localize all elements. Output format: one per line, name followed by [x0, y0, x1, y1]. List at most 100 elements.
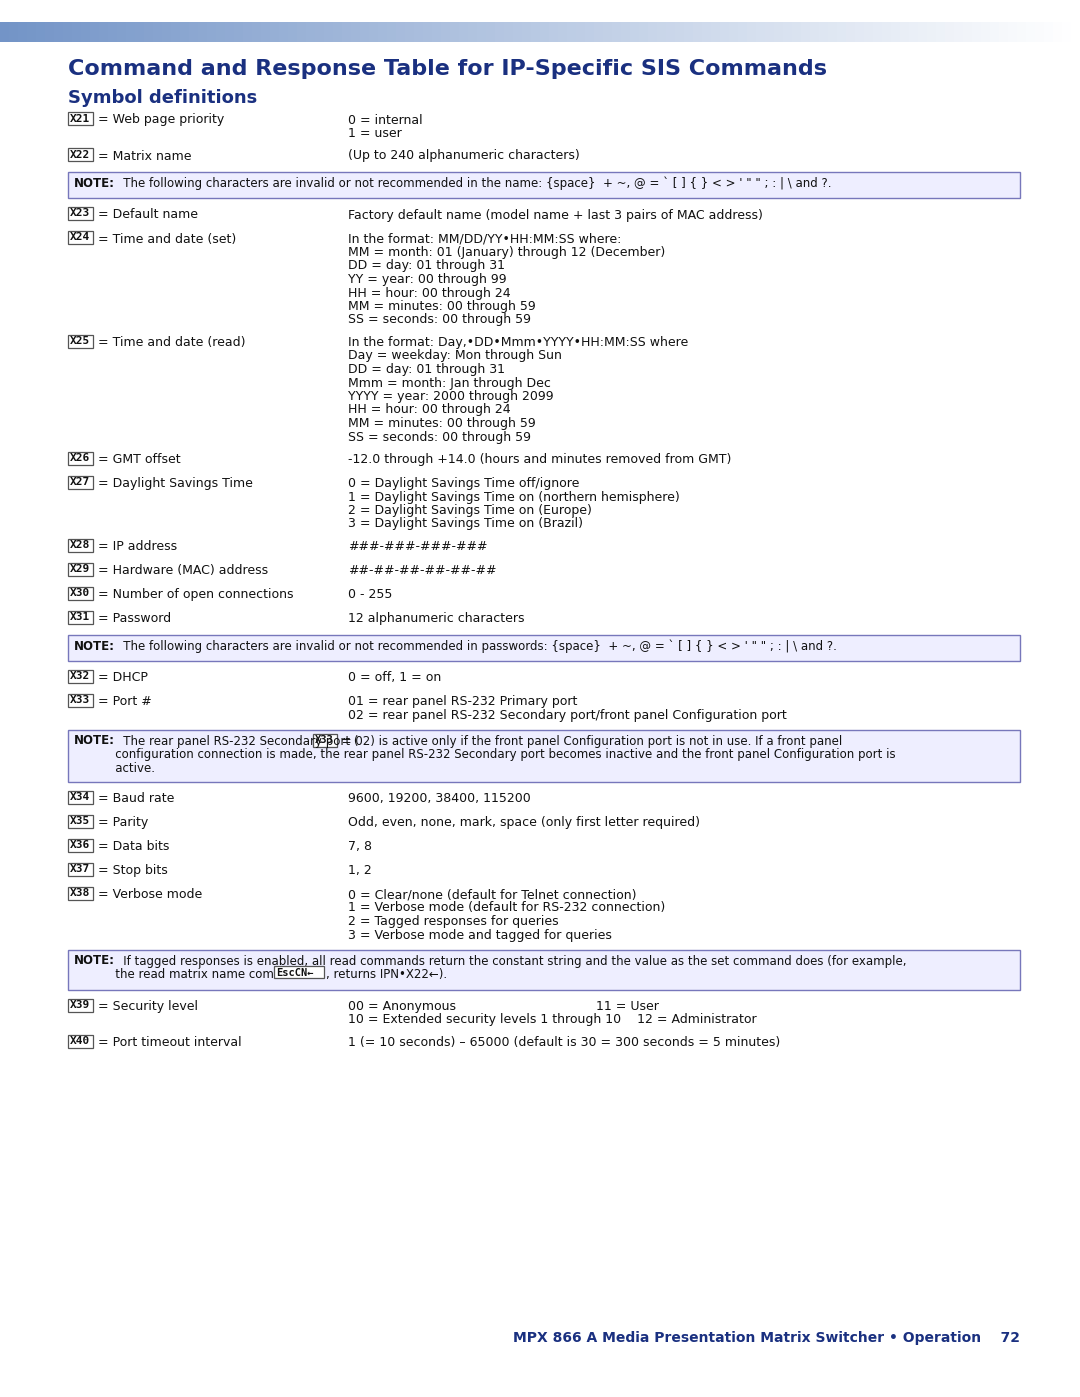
- Bar: [828, 22, 837, 42]
- Bar: [369, 22, 378, 42]
- Text: HH = hour: 00 through 24: HH = hour: 00 through 24: [348, 286, 511, 299]
- FancyBboxPatch shape: [68, 838, 93, 852]
- Bar: [207, 22, 216, 42]
- Bar: [909, 22, 918, 42]
- FancyBboxPatch shape: [68, 693, 93, 707]
- Text: ##-##-##-##-##-##: ##-##-##-##-##-##: [348, 564, 497, 577]
- Text: Mmm = month: Jan through Dec: Mmm = month: Jan through Dec: [348, 377, 551, 390]
- Text: 0 - 255: 0 - 255: [348, 588, 392, 601]
- Text: = Hardware (MAC) address: = Hardware (MAC) address: [97, 564, 268, 577]
- Bar: [981, 22, 990, 42]
- Bar: [450, 22, 459, 42]
- Bar: [441, 22, 450, 42]
- Bar: [1026, 22, 1035, 42]
- FancyBboxPatch shape: [68, 950, 1020, 989]
- Bar: [1017, 22, 1026, 42]
- Bar: [261, 22, 270, 42]
- Text: = Parity: = Parity: [97, 816, 148, 828]
- FancyBboxPatch shape: [68, 814, 93, 827]
- Bar: [126, 22, 135, 42]
- Bar: [351, 22, 360, 42]
- Text: EscCN←: EscCN←: [276, 968, 313, 978]
- Text: NOTE:: NOTE:: [75, 954, 114, 968]
- Text: = Web page priority: = Web page priority: [97, 113, 224, 127]
- Bar: [216, 22, 225, 42]
- Bar: [594, 22, 603, 42]
- Text: X33: X33: [70, 694, 91, 705]
- Bar: [279, 22, 288, 42]
- Text: the read matrix name command,: the read matrix name command,: [75, 968, 315, 981]
- Bar: [414, 22, 423, 42]
- Text: DD = day: 01 through 31: DD = day: 01 through 31: [348, 260, 505, 272]
- Text: 3 = Daylight Savings Time on (Brazil): 3 = Daylight Savings Time on (Brazil): [348, 517, 583, 531]
- Text: X30: X30: [70, 588, 91, 598]
- Bar: [162, 22, 171, 42]
- Text: MM = minutes: 00 through 59: MM = minutes: 00 through 59: [348, 300, 536, 313]
- Text: , returns IPN•X22←).: , returns IPN•X22←).: [326, 968, 447, 981]
- Bar: [1071, 22, 1080, 42]
- Bar: [567, 22, 576, 42]
- Text: YY = year: 00 through 99: YY = year: 00 through 99: [348, 272, 507, 286]
- Bar: [153, 22, 162, 42]
- FancyBboxPatch shape: [68, 634, 1020, 661]
- Text: X38: X38: [70, 888, 91, 898]
- Bar: [648, 22, 657, 42]
- Bar: [873, 22, 882, 42]
- FancyBboxPatch shape: [68, 148, 93, 161]
- Bar: [693, 22, 702, 42]
- Bar: [360, 22, 369, 42]
- Text: YYYY = year: 2000 through 2099: YYYY = year: 2000 through 2099: [348, 390, 554, 402]
- Text: X40: X40: [70, 1037, 91, 1046]
- Bar: [999, 22, 1008, 42]
- Bar: [9, 22, 18, 42]
- Bar: [720, 22, 729, 42]
- Text: X31: X31: [70, 612, 91, 622]
- Text: = 02) is active only if the front panel Configuration port is not in use. If a f: = 02) is active only if the front panel …: [338, 735, 842, 747]
- Text: = Default name: = Default name: [97, 208, 198, 222]
- Bar: [846, 22, 855, 42]
- Bar: [423, 22, 432, 42]
- Bar: [27, 22, 36, 42]
- Text: X32: X32: [70, 671, 91, 680]
- Text: X29: X29: [70, 564, 91, 574]
- Text: = DHCP: = DHCP: [97, 671, 147, 685]
- Bar: [513, 22, 522, 42]
- Text: -12.0 through +14.0 (hours and minutes removed from GMT): -12.0 through +14.0 (hours and minutes r…: [348, 453, 731, 467]
- FancyBboxPatch shape: [274, 965, 324, 978]
- Bar: [639, 22, 648, 42]
- Text: X21: X21: [70, 113, 91, 123]
- Bar: [432, 22, 441, 42]
- Bar: [171, 22, 180, 42]
- Text: X23: X23: [70, 208, 91, 218]
- Bar: [252, 22, 261, 42]
- Text: = Port #: = Port #: [97, 694, 151, 708]
- Bar: [936, 22, 945, 42]
- Bar: [1008, 22, 1017, 42]
- Text: HH = hour: 00 through 24: HH = hour: 00 through 24: [348, 404, 511, 416]
- Text: NOTE:: NOTE:: [75, 640, 114, 652]
- Text: MM = minutes: 00 through 59: MM = minutes: 00 through 59: [348, 416, 536, 430]
- Text: The rear panel RS-232 Secondary port (: The rear panel RS-232 Secondary port (: [112, 735, 359, 747]
- Text: Odd, even, none, mark, space (only first letter required): Odd, even, none, mark, space (only first…: [348, 816, 700, 828]
- Text: = Security level: = Security level: [97, 1000, 198, 1013]
- Bar: [198, 22, 207, 42]
- Bar: [558, 22, 567, 42]
- Bar: [477, 22, 486, 42]
- Bar: [45, 22, 54, 42]
- Text: X26: X26: [70, 453, 91, 462]
- Bar: [306, 22, 315, 42]
- Text: X24: X24: [70, 232, 91, 243]
- Text: = Port timeout interval: = Port timeout interval: [97, 1037, 241, 1049]
- Bar: [468, 22, 477, 42]
- Text: MM = month: 01 (January) through 12 (December): MM = month: 01 (January) through 12 (Dec…: [348, 246, 665, 258]
- Text: X33: X33: [315, 735, 334, 745]
- Text: = Password: = Password: [97, 612, 171, 624]
- Bar: [378, 22, 387, 42]
- Text: = Verbose mode: = Verbose mode: [97, 888, 202, 901]
- FancyBboxPatch shape: [68, 334, 93, 348]
- Bar: [972, 22, 981, 42]
- Bar: [522, 22, 531, 42]
- Bar: [81, 22, 90, 42]
- Bar: [819, 22, 828, 42]
- Bar: [900, 22, 909, 42]
